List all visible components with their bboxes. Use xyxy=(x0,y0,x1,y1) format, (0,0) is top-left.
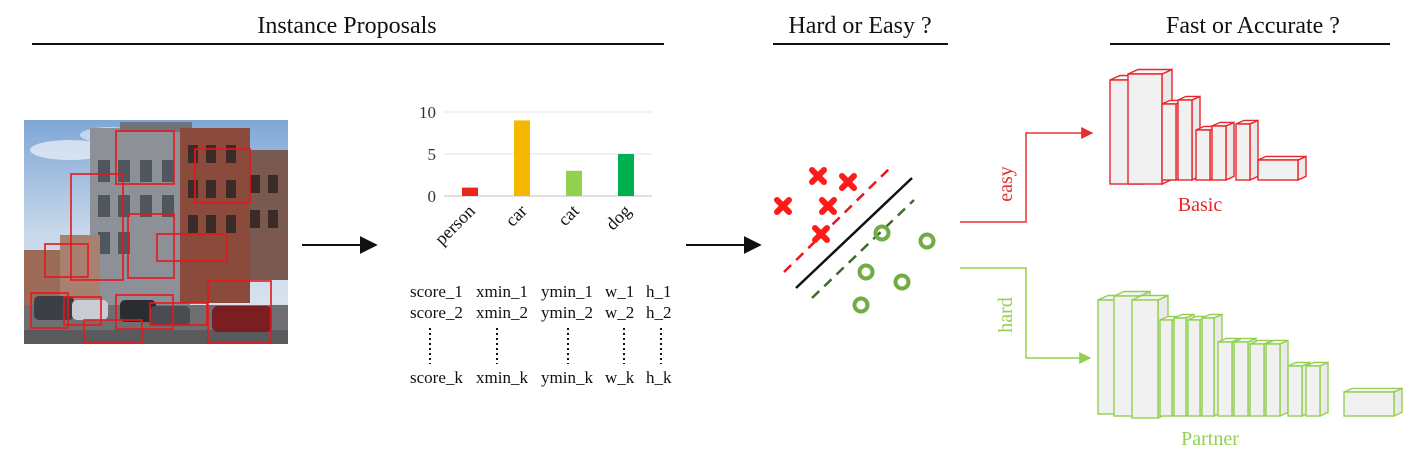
basic-network-label: Basic xyxy=(1178,194,1223,216)
table-cell: w_1 xyxy=(605,282,634,301)
hard-label: hard xyxy=(995,297,1017,333)
table-cell: xmin_k xyxy=(476,368,528,387)
easy-margin-line xyxy=(783,167,891,273)
street-scene-photo xyxy=(24,120,288,344)
y-tick-label: 0 xyxy=(428,187,437,206)
easy-sample-marker xyxy=(774,197,792,215)
y-tick-label: 10 xyxy=(419,103,436,122)
header-fast-or-accurate: Fast or Accurate ? xyxy=(1166,13,1340,39)
table-cell: ymin_k xyxy=(541,368,593,387)
table-cell: h_k xyxy=(646,368,672,387)
table-cell: ymin_2 xyxy=(541,303,593,322)
table-cell: w_2 xyxy=(605,303,634,322)
y-tick-label: 5 xyxy=(428,145,437,164)
table-cell: score_1 xyxy=(410,282,463,301)
table-cell: h_1 xyxy=(646,282,672,301)
table-cell: xmin_2 xyxy=(476,303,528,322)
partner-network xyxy=(1097,290,1403,420)
easy-sample-marker xyxy=(809,167,827,185)
header-hard-or-easy: Hard or Easy ? xyxy=(788,13,931,39)
x-tick-label: dog xyxy=(602,201,635,234)
header-instance-proposals: Instance Proposals xyxy=(257,13,436,39)
decision-boundary xyxy=(795,177,913,289)
hard-sample-marker xyxy=(852,296,870,314)
hard-branch: hard xyxy=(960,267,1092,364)
easy-sample-marker xyxy=(812,225,830,243)
network-layer-block xyxy=(1265,339,1289,418)
hard-sample-marker xyxy=(893,273,911,291)
hard-margin-line xyxy=(811,199,915,299)
table-ellipsis xyxy=(429,328,662,364)
network-layer-block xyxy=(1343,387,1403,418)
network-layer-block xyxy=(1235,119,1259,182)
network-layer-block xyxy=(1305,361,1329,418)
easy-sample-marker xyxy=(819,197,837,215)
table-cell: score_2 xyxy=(410,303,463,322)
table-cell: score_k xyxy=(410,368,463,387)
basic-network xyxy=(1109,68,1307,186)
hard-easy-classifier xyxy=(774,167,936,314)
hard-branch-arrow xyxy=(960,267,1092,364)
table-cell: w_k xyxy=(605,368,635,387)
bar-person xyxy=(462,187,478,196)
hard-sample-marker xyxy=(857,263,875,281)
network-layer-block xyxy=(1211,121,1235,182)
easy-sample-marker xyxy=(839,173,857,191)
network-layer-block xyxy=(1257,155,1307,182)
bar-dog xyxy=(618,154,634,196)
easy-label: easy xyxy=(995,166,1017,202)
partner-network-label: Partner xyxy=(1181,428,1239,450)
table-cell: h_2 xyxy=(646,303,672,322)
x-tick-label: person xyxy=(431,201,479,249)
hard-sample-marker xyxy=(918,232,936,250)
score-bar-chart: 0 5 10 person car cat dog xyxy=(419,103,652,249)
easy-branch-arrow xyxy=(960,127,1094,223)
network-layer-block xyxy=(1127,68,1173,186)
table-cell: ymin_1 xyxy=(541,282,593,301)
x-tick-label: car xyxy=(501,201,531,231)
easy-branch: easy xyxy=(960,127,1094,223)
table-cell: xmin_1 xyxy=(476,282,528,301)
x-tick-label: cat xyxy=(554,201,583,230)
bar-car xyxy=(514,120,530,196)
bar-cat xyxy=(566,170,582,196)
hard-sample-marker xyxy=(873,224,891,242)
proposal-table: score_1 xmin_1 ymin_1 w_1 h_1 score_2 xm… xyxy=(410,282,672,387)
